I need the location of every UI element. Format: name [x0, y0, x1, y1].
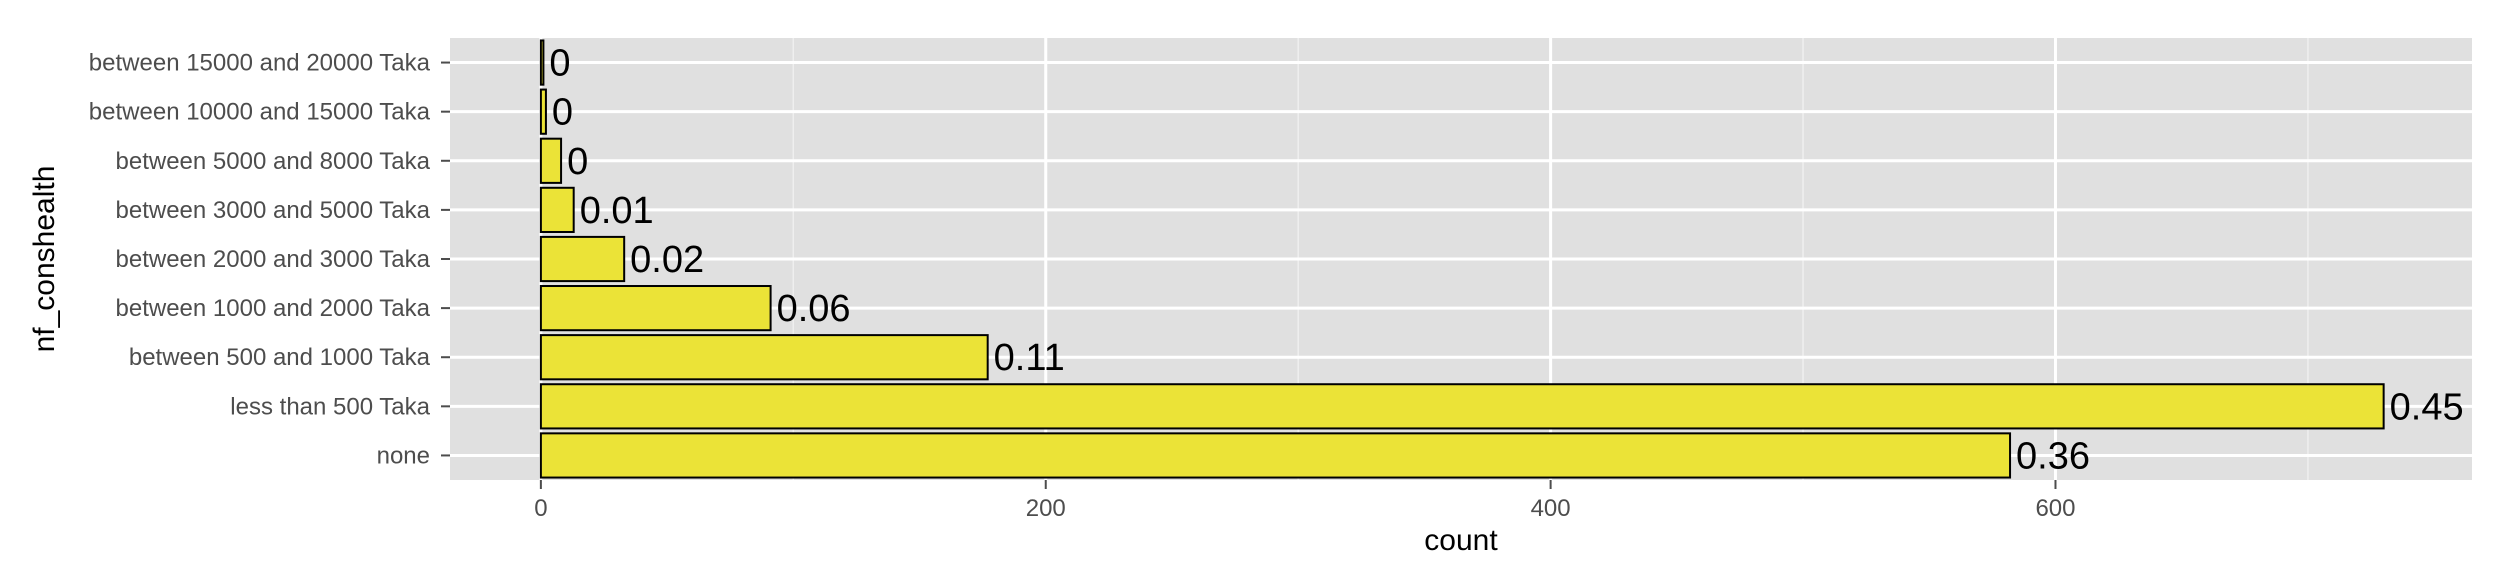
bar: [539, 137, 563, 184]
x-axis-title: count: [1424, 524, 1498, 557]
bar-value-label: 0.06: [777, 288, 851, 330]
y-tick-label: between 5000 and 8000 Taka: [116, 148, 431, 175]
bar-value-label: 0.11: [994, 337, 1065, 379]
bar-value-label: 0: [549, 43, 570, 85]
x-tick-label: 200: [1026, 495, 1066, 522]
y-tick-label: less than 500 Taka: [230, 393, 430, 420]
y-axis-title: nf_conshealth: [28, 166, 61, 353]
bar: [539, 432, 2012, 479]
x-tick-label: 0: [534, 495, 547, 522]
y-tick-label: between 10000 and 15000 Taka: [89, 99, 431, 126]
bar-value-label: 0: [552, 92, 573, 134]
bar: [539, 186, 575, 233]
y-tick-label: between 500 and 1000 Taka: [129, 344, 431, 371]
data-labels: 0.36 0.45 0.11 0.06 0.02 0.01 0 0 0: [549, 43, 2463, 478]
bar: [539, 39, 545, 86]
bar: [539, 334, 989, 381]
x-tick-label: 400: [1531, 495, 1571, 522]
x-tick-label: 600: [2035, 495, 2075, 522]
bar-value-label: 0.45: [2390, 386, 2464, 428]
bar-value-label: 0.36: [2016, 435, 2090, 477]
y-tick-label: between 2000 and 3000 Taka: [116, 246, 431, 273]
bar-value-label: 0.01: [580, 190, 654, 232]
bar: [539, 88, 547, 135]
y-axis-ticks: none less than 500 Taka between 500 and 10…: [89, 50, 450, 469]
bar: [539, 235, 626, 283]
y-tick-label: none: [377, 442, 430, 469]
bar: [539, 285, 772, 332]
bar: [539, 383, 2385, 430]
bars: [539, 39, 2385, 479]
x-axis-ticks: 0 200 400 600: [534, 480, 2076, 522]
bar-value-label: 0: [567, 141, 588, 183]
bar-value-label: 0.02: [630, 239, 704, 281]
y-tick-label: between 3000 and 5000 Taka: [116, 197, 431, 224]
y-tick-label: between 15000 and 20000 Taka: [89, 50, 431, 77]
y-tick-label: between 1000 and 2000 Taka: [116, 295, 431, 322]
